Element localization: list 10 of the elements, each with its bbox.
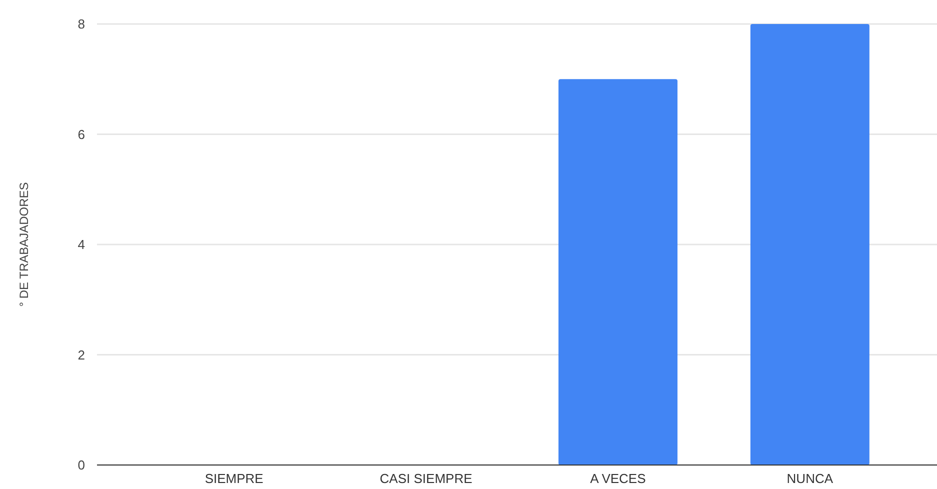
y-tick-label: 2 <box>78 347 85 362</box>
y-tick-label: 8 <box>78 16 85 32</box>
x-tick-label: NUNCA <box>786 471 834 486</box>
y-tick-label: 0 <box>78 458 85 473</box>
y-tick-label: 4 <box>78 237 85 252</box>
x-tick-label: A VECES <box>590 471 646 486</box>
y-axis-title: ° DE TRABAJADORES <box>17 182 31 307</box>
x-tick-label: CASI SIEMPRE <box>380 471 473 486</box>
y-tick-label: 6 <box>78 126 85 142</box>
x-tick-label: SIEMPRE <box>204 471 264 486</box>
